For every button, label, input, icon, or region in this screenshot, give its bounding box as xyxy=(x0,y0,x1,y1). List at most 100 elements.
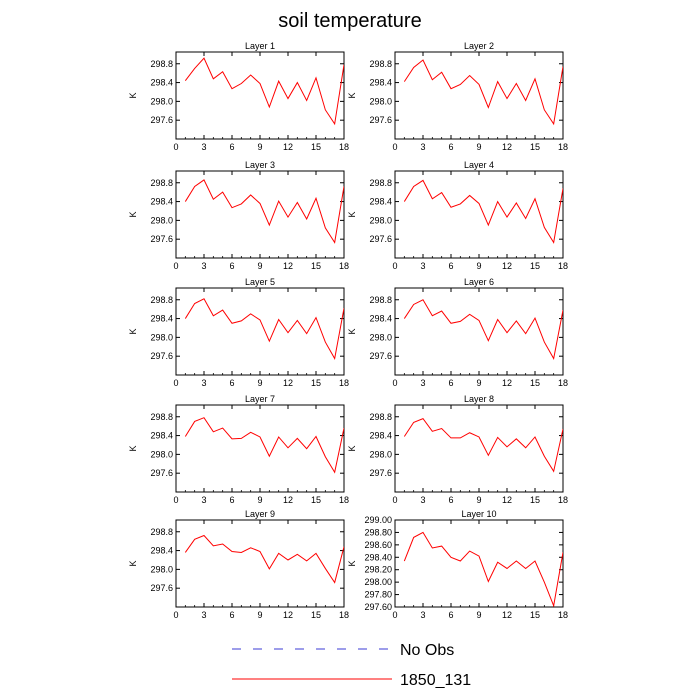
y-tick-label: 298.40 xyxy=(364,552,392,562)
x-tick-label: 12 xyxy=(502,142,512,152)
x-tick-label: 15 xyxy=(530,495,540,505)
x-tick-label: 6 xyxy=(448,610,453,620)
y-tick-label: 298.20 xyxy=(364,565,392,575)
y-tick-label: 298.4 xyxy=(369,431,392,441)
panel-title: Layer 10 xyxy=(461,509,496,519)
y-tick-label: 298.4 xyxy=(369,314,392,324)
y-tick-label: 297.6 xyxy=(369,351,392,361)
x-tick-label: 18 xyxy=(339,142,349,152)
series-line-1850-131 xyxy=(184,179,344,244)
plot-frame xyxy=(175,404,345,493)
panel-layer-9: Layer 9 0 3 6 9 12 15 18 297.6 298.0 298.4 298.8 K xyxy=(128,509,349,620)
panel-layer-2: Layer 2 0 3 6 9 12 15 18 297.6 298.0 298.4 298.8 K xyxy=(347,41,568,152)
y-tick-label: 297.6 xyxy=(150,468,173,478)
x-tick-label: 18 xyxy=(339,261,349,271)
x-tick-label: 0 xyxy=(392,378,397,388)
x-tick-label: 18 xyxy=(339,610,349,620)
y-tick-label: 298.8 xyxy=(150,295,173,305)
x-tick-label: 18 xyxy=(558,261,568,271)
series-line-1850-131 xyxy=(184,57,344,126)
y-tick-label: 298.4 xyxy=(150,197,173,207)
x-tick-label: 0 xyxy=(173,378,178,388)
x-tick-label: 9 xyxy=(257,378,262,388)
y-axis-label: K xyxy=(128,445,138,451)
x-tick-label: 0 xyxy=(173,495,178,505)
y-tick-label: 298.0 xyxy=(369,449,392,459)
x-tick-label: 15 xyxy=(311,495,321,505)
x-tick-label: 9 xyxy=(476,142,481,152)
x-tick-label: 15 xyxy=(530,261,540,271)
x-tick-label: 9 xyxy=(257,495,262,505)
panel-title: Layer 4 xyxy=(464,160,494,170)
x-tick-label: 15 xyxy=(311,610,321,620)
plot-frame xyxy=(394,519,564,608)
panel-layer-1: Layer 1 0 3 6 9 12 15 18 297.6 298.0 298.4 298.8 K xyxy=(128,41,349,152)
y-tick-label: 298.00 xyxy=(364,577,392,587)
main-title: soil temperature xyxy=(278,10,421,32)
y-tick-label: 298.0 xyxy=(369,96,392,106)
y-tick-label: 297.80 xyxy=(364,590,392,600)
y-tick-label: 298.8 xyxy=(369,412,392,422)
y-tick-label: 298.0 xyxy=(150,449,173,459)
x-tick-label: 12 xyxy=(502,495,512,505)
y-axis-label: K xyxy=(128,92,138,98)
x-tick-label: 9 xyxy=(476,495,481,505)
y-tick-label: 298.80 xyxy=(364,527,392,537)
x-tick-label: 3 xyxy=(420,378,425,388)
panel-layer-6: Layer 6 0 3 6 9 12 15 18 297.6 298.0 298.4 298.8 K xyxy=(347,277,568,388)
legend-item: No Obs xyxy=(232,642,454,659)
x-tick-label: 18 xyxy=(339,495,349,505)
x-tick-label: 18 xyxy=(558,495,568,505)
y-axis-label: K xyxy=(128,211,138,217)
y-tick-label: 298.4 xyxy=(150,78,173,88)
y-axis-label: K xyxy=(128,560,138,566)
plot-frame xyxy=(394,404,564,493)
x-tick-label: 12 xyxy=(283,610,293,620)
y-tick-label: 298.8 xyxy=(150,527,173,537)
legend: No Obs 1850_131 xyxy=(232,642,471,689)
y-tick-label: 298.0 xyxy=(150,564,173,574)
x-tick-label: 6 xyxy=(229,261,234,271)
panel-title: Layer 9 xyxy=(245,509,275,519)
plot-frame xyxy=(175,519,345,608)
y-tick-label: 298.4 xyxy=(150,314,173,324)
panel-title: Layer 1 xyxy=(245,41,275,51)
x-tick-label: 3 xyxy=(420,610,425,620)
y-tick-label: 298.8 xyxy=(369,295,392,305)
y-axis-label: K xyxy=(347,328,357,334)
plot-frame xyxy=(175,170,345,259)
x-tick-label: 3 xyxy=(420,142,425,152)
y-tick-label: 298.4 xyxy=(150,431,173,441)
x-tick-label: 6 xyxy=(229,142,234,152)
panel-layer-10: Layer 10 0 3 6 9 12 15 18 297.60 297.80 298.00 298.… xyxy=(347,509,568,620)
x-tick-label: 6 xyxy=(448,261,453,271)
x-tick-label: 18 xyxy=(558,378,568,388)
y-tick-label: 297.6 xyxy=(150,115,173,125)
x-tick-label: 6 xyxy=(448,142,453,152)
panel-layer-5: Layer 5 0 3 6 9 12 15 18 297.6 298.0 298.4 298.8 K xyxy=(128,277,349,388)
panel-title: Layer 7 xyxy=(245,394,275,404)
y-tick-label: 298.0 xyxy=(369,215,392,225)
x-tick-label: 6 xyxy=(448,378,453,388)
series-line-1850-131 xyxy=(403,418,563,473)
series-line-1850-131 xyxy=(184,534,344,584)
x-tick-label: 18 xyxy=(558,142,568,152)
x-tick-label: 12 xyxy=(283,142,293,152)
x-tick-label: 0 xyxy=(392,261,397,271)
y-tick-label: 297.6 xyxy=(369,468,392,478)
x-tick-label: 9 xyxy=(257,261,262,271)
x-tick-label: 3 xyxy=(201,495,206,505)
y-tick-label: 297.6 xyxy=(150,234,173,244)
legend-label: No Obs xyxy=(400,642,454,659)
y-tick-label: 298.60 xyxy=(364,540,392,550)
y-tick-label: 297.6 xyxy=(369,115,392,125)
x-tick-label: 9 xyxy=(257,610,262,620)
panels: Layer 10 3 6 9 12 15 18297.6298.0298.4298.8KLa… xyxy=(128,41,568,620)
legend-label: 1850_131 xyxy=(400,672,471,689)
x-tick-label: 15 xyxy=(311,378,321,388)
y-tick-label: 298.8 xyxy=(150,412,173,422)
x-tick-label: 0 xyxy=(392,610,397,620)
legend-item: 1850_131 xyxy=(232,672,471,689)
x-tick-label: 6 xyxy=(229,610,234,620)
